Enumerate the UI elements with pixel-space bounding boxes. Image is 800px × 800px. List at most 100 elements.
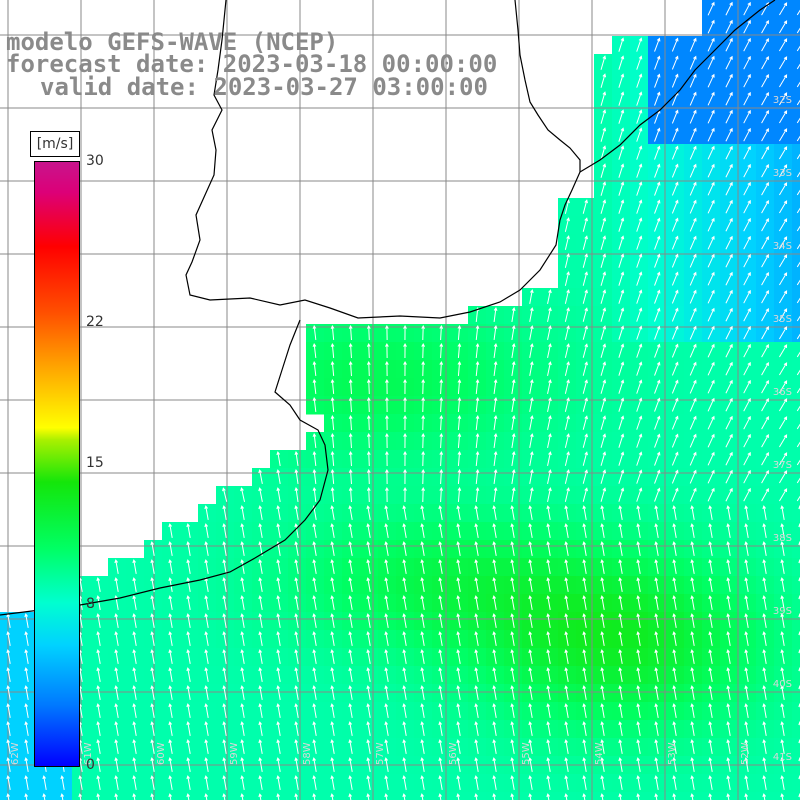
wind-arrow <box>636 343 643 358</box>
wind-arrow <box>743 271 751 286</box>
wind-arrow <box>600 325 607 340</box>
colorbar-tick-0: 0 <box>86 757 95 773</box>
wind-arrow <box>204 541 209 556</box>
wind-arrow <box>636 559 641 574</box>
wind-arrow <box>743 289 751 304</box>
wind-arrow <box>689 307 697 322</box>
wind-arrow <box>114 721 119 736</box>
wind-arrow <box>708 667 713 682</box>
lat-label: 35S <box>773 314 792 325</box>
wind-arrow <box>744 523 749 538</box>
wind-arrow <box>276 721 281 736</box>
wind-arrow <box>600 469 607 484</box>
wind-arrow <box>420 793 425 800</box>
wind-arrow <box>402 793 407 800</box>
wind-arrow <box>366 721 371 736</box>
wind-arrow <box>60 775 65 790</box>
wind-arrow <box>402 721 407 736</box>
wind-arrow <box>240 577 245 592</box>
wind-arrow <box>493 343 498 359</box>
wind-arrow <box>618 505 623 520</box>
wind-arrow <box>438 631 443 646</box>
wind-arrow <box>761 379 769 394</box>
wind-cell <box>792 162 800 181</box>
wind-arrow <box>385 342 389 359</box>
wind-arrow <box>547 469 552 484</box>
wind-arrow <box>672 721 677 736</box>
wind-arrow <box>582 325 588 340</box>
wind-arrow <box>654 217 661 232</box>
wind-arrow <box>528 649 533 664</box>
wind-arrow <box>385 486 389 503</box>
wind-arrow <box>402 541 407 556</box>
wind-arrow <box>707 415 715 430</box>
wind-arrow <box>402 775 407 790</box>
wind-arrow <box>671 109 679 124</box>
wind-arrow <box>528 775 533 790</box>
wind-arrow <box>528 577 533 592</box>
wind-arrow <box>330 649 335 664</box>
wind-arrow <box>600 199 607 214</box>
wind-arrow <box>618 361 625 376</box>
wind-arrow <box>762 595 767 610</box>
wind-arrow <box>546 667 551 682</box>
wind-arrow <box>475 451 480 467</box>
wind-arrow <box>294 649 299 664</box>
wind-arrow <box>150 649 155 664</box>
wind-arrow <box>636 145 643 160</box>
wind-arrow <box>654 685 659 700</box>
wind-arrow <box>671 127 679 142</box>
wind-arrow <box>547 397 552 412</box>
longitude-labels: 62W 61W 60W 59W 58W 57W 56W 55W 54W 53W 52W <box>10 742 751 765</box>
wind-arrow <box>150 667 155 682</box>
wind-arrow <box>600 739 605 754</box>
wind-arrow <box>240 649 245 664</box>
wind-arrow <box>600 91 607 106</box>
wind-arrow <box>708 685 713 700</box>
wind-arrow <box>204 649 209 664</box>
lon-label: 53W <box>667 742 678 765</box>
wind-arrow <box>312 487 317 503</box>
wind-arrow <box>689 289 697 304</box>
wind-arrow <box>384 667 389 682</box>
wind-arrow <box>258 685 263 700</box>
wind-arrow <box>654 775 659 790</box>
wind-arrow <box>96 793 101 800</box>
wind-arrow <box>420 577 425 592</box>
wind-arrow <box>330 685 335 700</box>
wind-arrow <box>384 577 389 592</box>
wind-arrow <box>780 793 785 800</box>
wind-cell <box>792 630 800 649</box>
wind-arrow <box>761 271 769 286</box>
wind-arrow <box>456 793 461 800</box>
lat-label: 40S <box>773 679 792 690</box>
wind-arrow <box>762 685 767 700</box>
wind-arrow <box>529 469 534 484</box>
wind-arrow <box>492 595 497 610</box>
wind-arrow <box>366 414 371 431</box>
wind-arrow <box>186 793 191 800</box>
wind-arrow <box>582 307 588 322</box>
colorbar-tick-30: 30 <box>86 153 104 169</box>
wind-arrow <box>726 523 731 538</box>
wind-arrow <box>222 577 227 592</box>
wind-arrow <box>672 613 677 628</box>
wind-arrow <box>671 325 679 340</box>
wind-arrow <box>779 344 788 358</box>
wind-cell <box>792 288 800 307</box>
wind-arrow <box>780 703 785 718</box>
wind-arrow <box>672 775 677 790</box>
wind-arrow <box>600 55 607 70</box>
wind-arrow <box>366 541 371 556</box>
wind-arrow <box>654 181 661 196</box>
wind-arrow <box>258 775 263 790</box>
wind-arrow <box>779 290 788 304</box>
wind-arrow <box>725 289 733 304</box>
wind-arrow <box>403 468 407 485</box>
wind-arrow <box>636 379 643 394</box>
wind-arrow <box>654 667 659 682</box>
wind-arrow <box>348 757 353 772</box>
wind-arrow <box>168 541 173 556</box>
wind-arrow <box>312 577 317 592</box>
wind-arrow <box>114 739 119 754</box>
